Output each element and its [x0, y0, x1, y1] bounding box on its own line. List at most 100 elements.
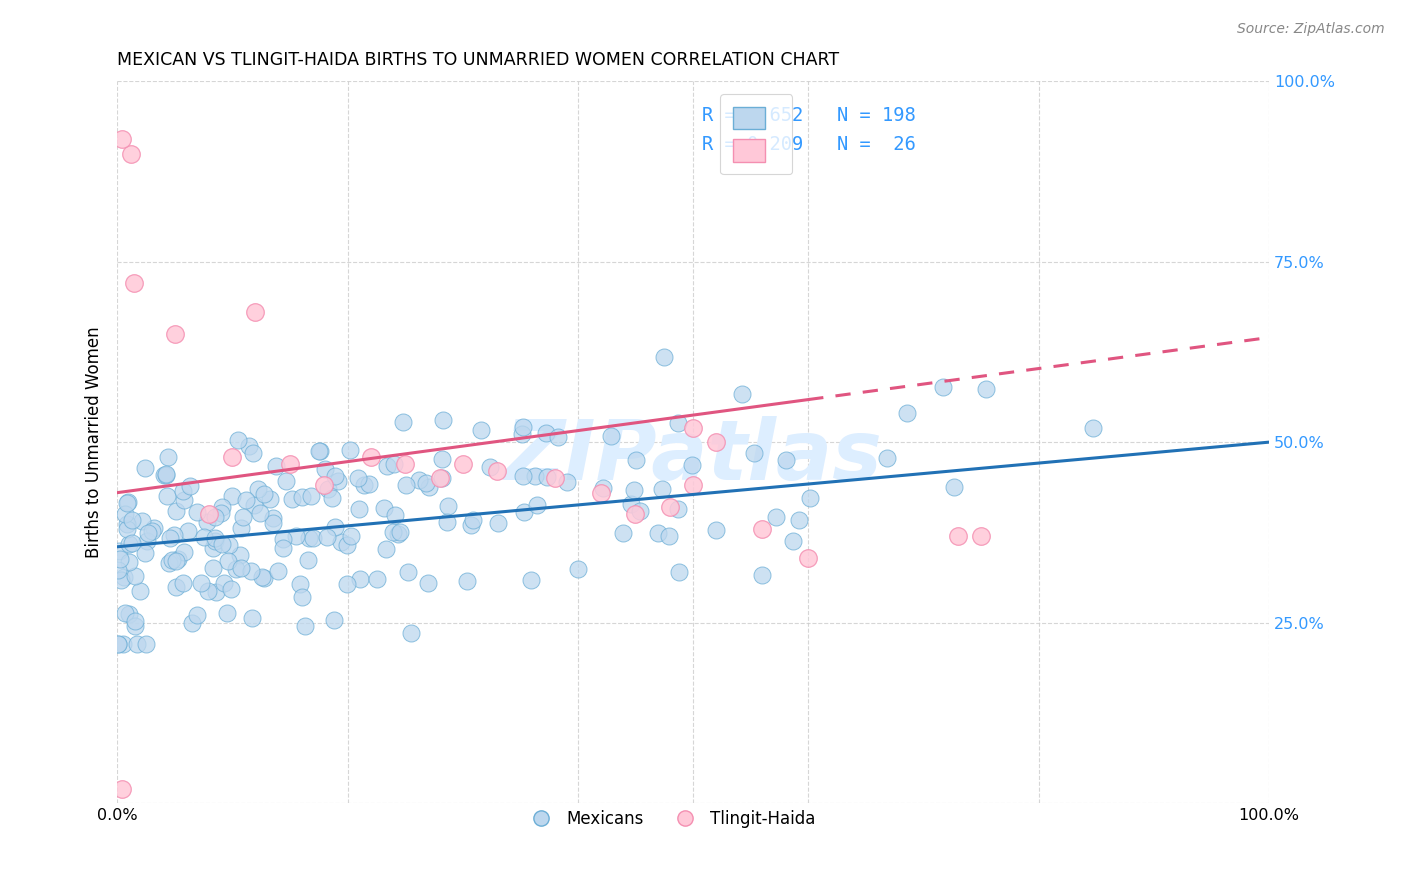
- Point: [264, 458, 287, 473]
- Point: [166, 580, 188, 594]
- Point: [124, 615, 146, 629]
- Point: [346, 471, 368, 485]
- Point: [107, 637, 129, 651]
- Point: [782, 534, 804, 549]
- Point: [308, 444, 330, 458]
- Point: [460, 517, 482, 532]
- Point: [432, 451, 454, 466]
- Point: [336, 577, 359, 591]
- Point: [751, 568, 773, 582]
- Point: [117, 495, 139, 509]
- Point: [197, 584, 219, 599]
- Point: [107, 637, 129, 651]
- Point: [302, 531, 325, 545]
- Point: [946, 529, 969, 543]
- Point: [118, 607, 141, 622]
- Point: [198, 508, 221, 522]
- Point: [243, 498, 266, 512]
- Point: [668, 566, 690, 580]
- Point: [118, 555, 141, 569]
- Point: [1083, 421, 1105, 435]
- Point: [112, 569, 135, 583]
- Point: [970, 529, 993, 543]
- Point: [375, 458, 398, 473]
- Point: [209, 506, 232, 520]
- Point: [486, 516, 509, 530]
- Text: Source: ZipAtlas.com: Source: ZipAtlas.com: [1237, 22, 1385, 37]
- Point: [547, 430, 569, 444]
- Point: [336, 539, 359, 553]
- Point: [704, 435, 727, 450]
- Point: [181, 615, 204, 630]
- Point: [328, 474, 350, 488]
- Point: [271, 541, 294, 556]
- Point: [179, 479, 201, 493]
- Point: [612, 526, 634, 541]
- Point: [153, 467, 176, 482]
- Point: [512, 469, 534, 483]
- Point: [155, 468, 177, 483]
- Point: [470, 423, 492, 437]
- Point: [129, 584, 152, 599]
- Point: [704, 523, 727, 537]
- Point: [229, 521, 252, 535]
- Point: [513, 505, 536, 519]
- Point: [479, 460, 502, 475]
- Point: [112, 637, 135, 651]
- Text: R = 0.652   N = 198: R = 0.652 N = 198: [702, 106, 915, 125]
- Point: [339, 529, 361, 543]
- Point: [221, 450, 243, 464]
- Point: [162, 528, 184, 542]
- Point: [211, 500, 233, 514]
- Point: [115, 516, 138, 531]
- Point: [120, 146, 142, 161]
- Point: [291, 591, 314, 605]
- Point: [624, 508, 647, 522]
- Point: [408, 473, 430, 487]
- Point: [876, 450, 898, 465]
- Point: [107, 563, 129, 577]
- Point: [193, 530, 215, 544]
- Point: [232, 509, 254, 524]
- Point: [742, 446, 765, 460]
- Point: [943, 480, 966, 494]
- Point: [290, 490, 312, 504]
- Point: [382, 458, 405, 472]
- Point: [177, 524, 200, 538]
- Point: [399, 626, 422, 640]
- Point: [172, 575, 194, 590]
- Point: [329, 535, 352, 549]
- Point: [415, 476, 437, 491]
- Point: [349, 501, 371, 516]
- Point: [211, 537, 233, 551]
- Point: [349, 572, 371, 586]
- Point: [896, 406, 918, 420]
- Point: [301, 488, 323, 502]
- Point: [456, 574, 478, 589]
- Point: [555, 475, 578, 489]
- Point: [131, 514, 153, 528]
- Point: [382, 525, 405, 540]
- Point: [314, 462, 336, 476]
- Point: [394, 457, 416, 471]
- Point: [235, 493, 257, 508]
- Point: [321, 491, 343, 505]
- Point: [124, 569, 146, 583]
- Point: [173, 545, 195, 559]
- Point: [387, 527, 409, 541]
- Point: [110, 573, 132, 587]
- Text: MEXICAN VS TLINGIT-HAIDA BIRTHS TO UNMARRIED WOMEN CORRELATION CHART: MEXICAN VS TLINGIT-HAIDA BIRTHS TO UNMAR…: [117, 51, 839, 69]
- Point: [323, 468, 346, 483]
- Point: [600, 428, 623, 442]
- Point: [186, 505, 208, 519]
- Point: [246, 482, 269, 496]
- Point: [682, 421, 704, 435]
- Point: [172, 484, 194, 499]
- Point: [239, 564, 262, 578]
- Point: [432, 471, 454, 485]
- Point: [751, 522, 773, 536]
- Point: [186, 608, 208, 623]
- Point: [765, 510, 787, 524]
- Point: [652, 350, 675, 364]
- Point: [281, 492, 304, 507]
